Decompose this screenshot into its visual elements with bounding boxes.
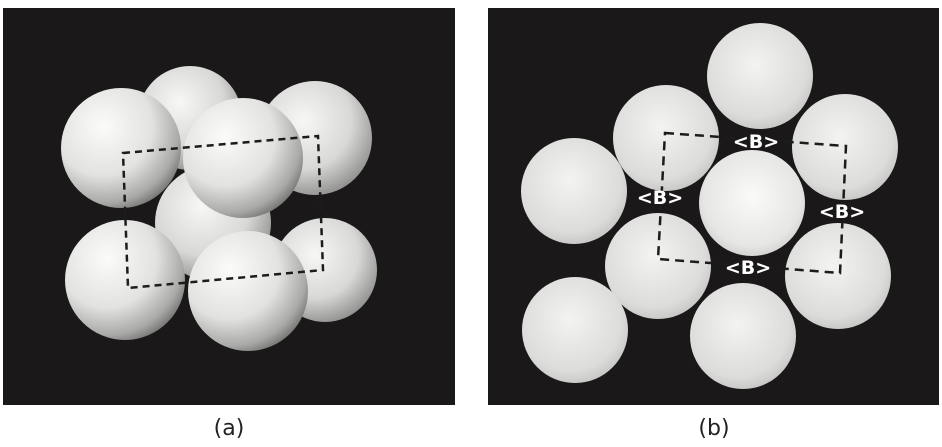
sphere — [183, 98, 303, 218]
sphere — [521, 138, 627, 244]
sphere — [61, 88, 181, 208]
sphere — [605, 213, 711, 319]
sphere — [707, 23, 813, 129]
caption-a: (a) — [213, 416, 245, 441]
sphere-center — [699, 150, 805, 256]
sphere — [522, 277, 628, 383]
sphere — [613, 85, 719, 191]
photo-panel-a — [3, 8, 455, 405]
caption-b: (b) — [698, 416, 730, 441]
sphere — [65, 220, 185, 340]
sphere — [785, 223, 891, 329]
photo-panel-b: <B> <B> <B> <B> — [488, 8, 939, 405]
sphere-hex-photo-b: <B> <B> <B> <B> — [488, 8, 939, 405]
gap-label-right: <B> — [819, 201, 865, 223]
gap-label-top: <B> — [733, 131, 779, 153]
gap-label-left: <B> — [637, 187, 683, 209]
sphere — [188, 231, 308, 351]
sphere-stack-photo-a — [3, 8, 455, 405]
dashed-unit-cell — [656, 131, 848, 275]
sphere — [690, 283, 796, 389]
dashed-unit-cell — [121, 134, 325, 290]
gap-label-bottom: <B> — [725, 257, 771, 279]
